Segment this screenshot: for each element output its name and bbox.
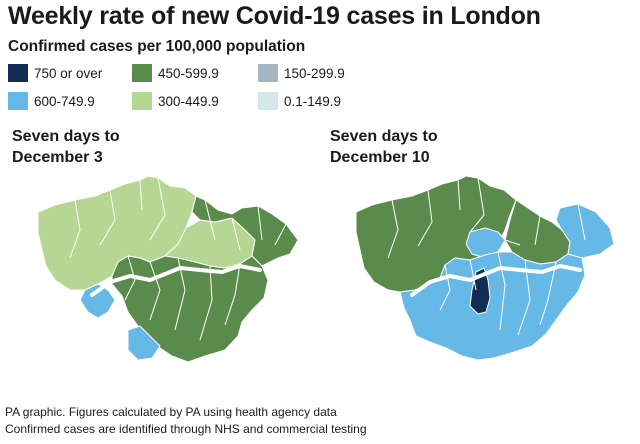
borough-region-south-blue [127,325,161,361]
footer-source: PA graphic. Figures calculated by PA usi… [5,405,337,419]
map2-label: Seven days to December 10 [330,126,438,168]
legend-swatch [8,64,28,82]
legend-swatch [132,92,152,110]
legend-label: 600-749.9 [34,93,95,109]
legend-item-300-449: 300-449.9 [132,91,219,111]
map2-label-line2: December 10 [330,149,430,166]
legend-label: 300-449.9 [158,93,219,109]
map2-label-line1: Seven days to [330,128,438,145]
map1-label: Seven days to December 3 [12,126,120,168]
legend-swatch [132,64,152,82]
legend-label: 150-299.9 [284,65,345,81]
legend-item-600-749: 600-749.9 [8,91,95,111]
map1-label-line1: Seven days to [12,128,120,145]
legend: 750 or over 600-749.9 450-599.9 300-449.… [8,63,428,113]
legend-item-450-599: 450-599.9 [132,63,219,83]
legend-swatch [258,64,278,82]
map1-label-line2: December 3 [12,149,103,166]
legend-label: 450-599.9 [158,65,219,81]
legend-label: 750 or over [34,65,103,81]
borough-region-northeast-blue [555,203,615,259]
borough-region-south [111,255,269,363]
chart-subtitle: Confirmed cases per 100,000 population [8,38,306,55]
legend-item-750-or-over: 750 or over [8,63,102,83]
footer-note: Confirmed cases are identified through N… [5,422,367,436]
legend-label: 0.1-149.9 [284,93,342,109]
borough-region-northeast [191,195,299,267]
legend-swatch [258,92,278,110]
legend-swatch [8,92,28,110]
legend-item-150-299: 150-299.9 [258,63,345,83]
chart-title: Weekly rate of new Covid-19 cases in Lon… [8,2,541,30]
legend-item-0-149: 0.1-149.9 [258,91,341,111]
